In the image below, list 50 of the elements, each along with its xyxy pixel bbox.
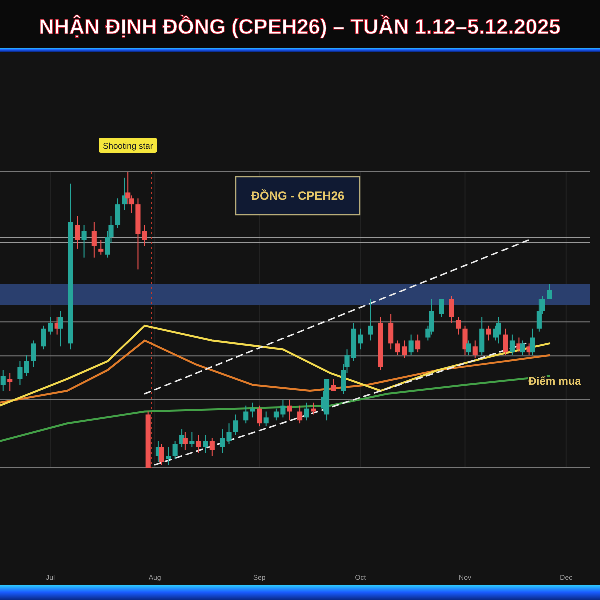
candlestick [311, 402, 316, 416]
candlestick [92, 222, 97, 258]
annotation: Điểm mua [528, 376, 582, 388]
candlestick [536, 298, 542, 332]
candlestick [486, 325, 492, 342]
candlestick [0, 370, 6, 392]
candlestick [264, 411, 269, 428]
candlestick [466, 340, 472, 356]
chart-title: NHẬN ĐỊNH ĐỒNG (CPEH26) – TUẦN 1.12–5.12.2025 [39, 15, 562, 39]
annotation: ĐỒNG - CPEH26 [251, 189, 345, 203]
candlestick [480, 316, 485, 356]
candlestick [31, 340, 36, 368]
candlestick [159, 444, 164, 466]
candlestick [233, 414, 239, 436]
candlestick [449, 296, 454, 324]
candlestick [287, 399, 292, 422]
candlestick [8, 372, 13, 392]
candlestick [416, 334, 421, 354]
candlestick [298, 405, 303, 424]
candlestick [503, 328, 508, 356]
candlestick [472, 340, 478, 359]
candlestick [244, 405, 249, 424]
candlestick [172, 440, 178, 460]
candlestick [520, 340, 526, 356]
candlestick [203, 434, 208, 454]
candlestick [510, 334, 515, 356]
candlestick [196, 434, 202, 454]
candlestick [166, 446, 172, 466]
candlestick [462, 325, 468, 356]
candlestick [82, 224, 87, 258]
candlestick [304, 402, 310, 422]
candlestick [98, 240, 104, 256]
candlestick [388, 314, 394, 350]
candlestick [547, 284, 552, 300]
candlestick [496, 316, 502, 344]
annotation: Shooting star [103, 141, 154, 151]
candlestick [58, 310, 64, 348]
candlestick [115, 198, 121, 229]
candlestick [456, 316, 462, 336]
candlestick [530, 328, 536, 356]
candlestick [210, 438, 215, 457]
candlestick [122, 177, 128, 211]
candlestick [257, 405, 262, 428]
candlestick [182, 432, 188, 451]
candlestick [368, 298, 374, 342]
candlestick [75, 216, 80, 250]
candlestick [190, 432, 195, 448]
candlestick [439, 298, 444, 318]
candlestick [250, 402, 256, 418]
candlestick [408, 334, 414, 356]
